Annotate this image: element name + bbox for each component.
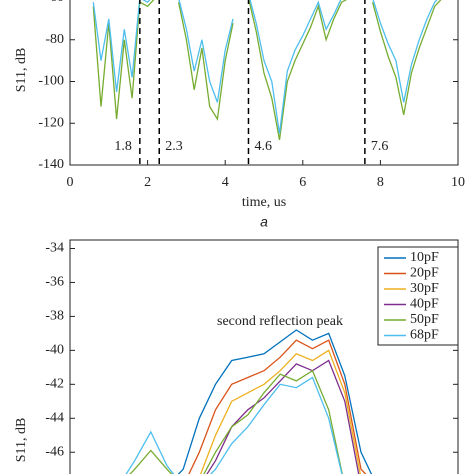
- y-tick-label: -100: [38, 74, 64, 89]
- legend-label: 50pF: [410, 312, 439, 327]
- y-axis-label: S11, dB: [14, 418, 29, 463]
- series-line: [177, 329, 373, 474]
- annotation: second reflection peak: [217, 314, 343, 329]
- caption: a: [260, 214, 268, 230]
- y-tick-label: -44: [45, 410, 64, 425]
- series-line: [92, 0, 438, 134]
- legend-label: 30pF: [410, 281, 439, 296]
- plot-frame: [69, 239, 459, 474]
- x-tick-label: 0: [67, 175, 74, 190]
- x-tick-label: 10: [451, 175, 465, 190]
- y-tick-label: -80: [45, 32, 64, 47]
- plot-lines: [92, 0, 442, 141]
- marker-label: 2.3: [165, 139, 183, 154]
- series-line: [200, 349, 361, 474]
- y-tick-label: -60: [45, 0, 64, 5]
- y-tick-label: -38: [45, 309, 64, 324]
- y-tick-label: -120: [38, 115, 64, 130]
- y-tick-label: -42: [45, 377, 64, 392]
- legend-box: [377, 246, 459, 346]
- x-tick-label: 8: [377, 175, 384, 190]
- legend-label: 40pF: [410, 297, 439, 312]
- x-axis-label: time, us: [242, 195, 286, 210]
- plot-lines: [125, 329, 373, 474]
- chart-a: -140 -120 -100 -80 -60 0 2 4 6 8 10 S11, dB time, us…: [14, 0, 465, 230]
- marker-label: 7.6: [371, 139, 389, 154]
- marker-label: 1.8: [114, 139, 132, 154]
- legend-label: 20pF: [410, 266, 439, 281]
- series-line: [188, 339, 367, 474]
- y-tick-label: -40: [45, 343, 64, 358]
- y-tick-label: -46: [45, 444, 64, 459]
- marker-label: 4.6: [254, 139, 271, 154]
- y-axis-label: S11, dB: [14, 48, 29, 93]
- legend-label: 68pF: [410, 328, 439, 343]
- chart-b: -46 -44 -42 -40 -38 -36 -34 S11, dB second refle…: [14, 239, 459, 474]
- legend-label: 10pF: [410, 250, 439, 265]
- y-tick-label: -140: [38, 157, 64, 172]
- series-line: [129, 369, 343, 474]
- y-tick-label: -34: [45, 241, 64, 256]
- x-tick-label: 6: [299, 175, 306, 190]
- x-tick-label: 4: [222, 175, 229, 190]
- series-line: [125, 376, 343, 474]
- series-line: [92, 0, 442, 141]
- series-line: [206, 359, 360, 474]
- y-tick-label: -36: [45, 275, 64, 290]
- x-tick-label: 2: [144, 175, 151, 190]
